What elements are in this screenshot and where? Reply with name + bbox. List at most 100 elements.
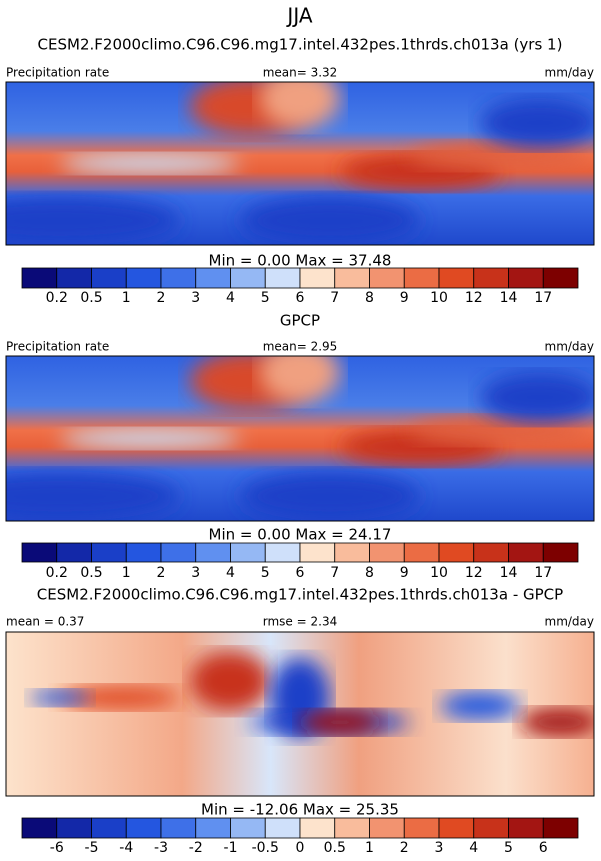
- colorbar-box: [160, 817, 197, 839]
- colorbar-label: 3: [435, 840, 444, 856]
- colorbar-box: [438, 542, 475, 563]
- colorbar-box: [334, 817, 370, 839]
- colorbar-label: 6: [539, 840, 548, 856]
- colorbar-label: 9: [400, 290, 409, 306]
- panel-title: GPCP: [280, 312, 320, 330]
- map-feature: [410, 416, 590, 445]
- colorbar-box: [264, 817, 301, 839]
- colorbar-label: 1: [365, 840, 374, 856]
- colorbar-label: -3: [154, 840, 168, 856]
- colorbar-box: [369, 817, 405, 839]
- colorbar-box: [542, 817, 579, 839]
- colorbar-label: 5: [504, 840, 513, 856]
- colorbar-box: [403, 267, 440, 289]
- map-field: [6, 356, 594, 521]
- center-label: rmse = 2.34: [263, 615, 337, 629]
- colorbar-box: [508, 542, 544, 563]
- map-feature: [260, 82, 340, 129]
- colorbar-box: [195, 817, 231, 839]
- colorbar-label: 9: [400, 565, 409, 581]
- stats: Min = -12.06 Max = 25.35: [201, 801, 399, 819]
- map-feature: [240, 195, 420, 245]
- map-feature: [60, 685, 180, 710]
- colorbar-box: [403, 542, 440, 563]
- panel: CESM2.F2000climo.C96.C96.mg17.intel.432p…: [5, 586, 595, 856]
- colorbar-box: [403, 817, 440, 839]
- colorbar-box: [91, 817, 127, 839]
- colorbar-label: -5: [85, 840, 99, 856]
- colorbar-label: -6: [50, 840, 64, 856]
- colorbar-label: 0.2: [46, 290, 68, 306]
- colorbar-box: [299, 817, 336, 839]
- center-label: mean= 2.95: [263, 340, 338, 354]
- colorbar-box: [125, 817, 162, 839]
- colorbar-box: [542, 542, 579, 563]
- map-feature: [300, 710, 380, 735]
- map-frame: [5, 81, 595, 246]
- colorbar-label: 17: [534, 290, 552, 306]
- panel: GPCP Precipitation rate mean= 2.95 mm/day Mi…: [5, 312, 595, 581]
- colorbar-label: 2: [157, 290, 166, 306]
- map-field: [6, 82, 594, 245]
- colorbar-box: [334, 542, 370, 563]
- colorbar-box: [230, 542, 266, 563]
- colorbar-label: 0.2: [46, 565, 68, 581]
- map-frame: [5, 355, 595, 522]
- colorbar-label: 0.5: [80, 565, 102, 581]
- colorbar-box: [542, 267, 579, 289]
- colorbar-label: 8: [365, 565, 374, 581]
- colorbar-label: 2: [400, 840, 409, 856]
- colorbar-box: [508, 817, 544, 839]
- colorbar-box: [195, 542, 231, 563]
- colorbar-label: 0.5: [80, 290, 102, 306]
- colorbar-label: 2: [157, 565, 166, 581]
- left-label: mean = 0.37: [6, 615, 84, 629]
- map-feature: [520, 708, 594, 737]
- colorbar-box: [369, 542, 405, 563]
- colorbar-box: [438, 817, 475, 839]
- colorbar-label: -0.5: [252, 840, 279, 856]
- stats: Min = 0.00 Max = 37.48: [209, 252, 392, 270]
- colorbar-box: [438, 267, 475, 289]
- colorbar-box: [230, 817, 266, 839]
- panel-title: CESM2.F2000climo.C96.C96.mg17.intel.432p…: [38, 36, 563, 54]
- colorbar-box: [299, 542, 336, 563]
- map-feature: [30, 689, 90, 706]
- colorbar-label: 6: [296, 290, 305, 306]
- colorbar-box: [473, 267, 509, 289]
- colorbar-label: 17: [534, 565, 552, 581]
- colorbar-box: [473, 817, 509, 839]
- colorbar-box: [56, 542, 92, 563]
- colorbar-label: 12: [465, 290, 483, 306]
- panel: CESM2.F2000climo.C96.C96.mg17.intel.432p…: [5, 36, 595, 306]
- left-label: Precipitation rate: [6, 340, 109, 354]
- panels: CESM2.F2000climo.C96.C96.mg17.intel.432p…: [5, 36, 595, 856]
- colorbar-label: 14: [500, 290, 518, 306]
- colorbar-box: [125, 542, 162, 563]
- colorbar-label: 4: [469, 840, 478, 856]
- colorbar-box: [91, 267, 127, 289]
- map-field: [6, 632, 594, 796]
- colorbar-box: [369, 267, 405, 289]
- colorbar-label: 7: [330, 565, 339, 581]
- colorbar-box: [125, 267, 162, 289]
- colorbar-label: 5: [261, 565, 270, 581]
- colorbar-label: 8: [365, 290, 374, 306]
- colorbar-label: -4: [119, 840, 133, 856]
- map-feature: [190, 651, 270, 712]
- colorbar-label: 3: [191, 290, 200, 306]
- map-feature: [480, 97, 594, 148]
- map-feature: [410, 141, 590, 170]
- colorbar-label: 7: [330, 290, 339, 306]
- colorbar-label: 5: [261, 290, 270, 306]
- colorbar-box: [160, 267, 197, 289]
- colorbar-label: -2: [189, 840, 203, 856]
- map-feature: [6, 471, 180, 521]
- colorbar-box: [160, 542, 197, 563]
- colorbar-box: [21, 542, 58, 563]
- colorbar-box: [56, 267, 92, 289]
- colorbar-label: 10: [430, 290, 448, 306]
- map-feature: [260, 356, 340, 403]
- colorbar-box: [334, 267, 370, 289]
